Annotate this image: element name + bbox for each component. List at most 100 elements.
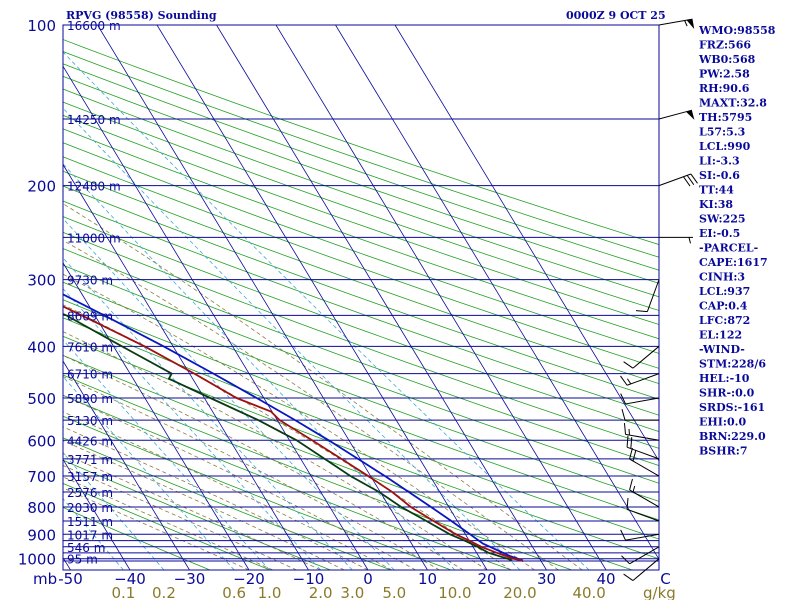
dry-adiabat <box>63 459 331 570</box>
sounding-index: L57:5.3 <box>699 126 745 139</box>
sounding-index: -WIND- <box>699 343 745 356</box>
wind-barb <box>623 558 660 581</box>
pressure-tick-label: 400 <box>27 338 56 356</box>
dry-adiabat <box>63 354 633 570</box>
wind-barb <box>620 373 660 386</box>
mixing-ratio-line <box>63 452 165 570</box>
dry-adiabat <box>63 128 659 340</box>
dry-adiabat <box>63 374 572 570</box>
isotherm <box>216 25 547 570</box>
wind-barb <box>621 546 660 565</box>
dry-adiabat <box>63 437 391 570</box>
wind-barb <box>623 345 660 369</box>
height-label: 9730 m <box>67 274 113 288</box>
dry-adiabat <box>63 231 659 449</box>
sounding-index: MAXT:32.8 <box>699 97 767 110</box>
height-label: 3157 m <box>67 470 113 484</box>
wind-barb <box>620 393 660 405</box>
height-label: 4426 m <box>67 434 113 448</box>
sounding-index: WB0:568 <box>698 53 756 66</box>
height-label: 12480 m <box>67 180 121 194</box>
pressure-tick-label: 500 <box>27 390 56 408</box>
mixing-ratio-line <box>63 218 395 570</box>
height-label: 1017 m <box>67 528 113 542</box>
dry-adiabat <box>63 200 659 416</box>
sounding-index: -PARCEL- <box>699 242 758 255</box>
isotherm <box>63 360 190 570</box>
isotherm <box>63 556 71 570</box>
height-label: 2030 m <box>67 501 113 515</box>
sounding-index: SRDS:-161 <box>699 401 765 414</box>
pressure-tick-label: 1000 <box>18 551 56 569</box>
mixing-ratio-line <box>63 257 353 570</box>
dry-adiabat <box>63 248 659 467</box>
height-label: 11000 m <box>67 231 121 245</box>
height-label: 8609 m <box>67 309 113 323</box>
sounding-index: TH:5795 <box>699 111 752 124</box>
wind-barb <box>635 279 660 313</box>
dry-adiabat <box>63 299 659 521</box>
chart-title: RPVG (98558) Sounding <box>66 9 217 22</box>
grid-layer <box>0 25 659 570</box>
wind-barb <box>626 497 660 522</box>
height-label: 95 m <box>67 553 98 567</box>
isotherm <box>156 25 488 570</box>
dry-adiabat <box>63 156 659 369</box>
pressure-tick-label: 600 <box>27 432 56 450</box>
dry-adiabat <box>63 415 452 570</box>
height-label: 1511 m <box>67 515 113 529</box>
dry-adiabat <box>63 63 659 271</box>
sounding-index: HEL:-10 <box>699 372 750 385</box>
temperature-line <box>63 305 524 562</box>
sounding-index: BRN:229.0 <box>699 430 766 443</box>
height-label: 16600 m <box>67 19 121 33</box>
pressure-tick-label: 200 <box>27 178 56 196</box>
dry-adiabat <box>63 101 659 311</box>
temperature-tick-label: 40 <box>596 570 615 588</box>
height-label: 5130 m <box>67 414 113 428</box>
sounding-index: EI:-0.5 <box>699 227 740 240</box>
wind-barb <box>629 447 660 477</box>
dry-adiabat <box>63 88 659 298</box>
sounding-index: KI:38 <box>699 198 733 211</box>
isotherm <box>0 25 11 570</box>
temperature-tick-label: −20 <box>233 570 265 588</box>
height-label: 5890 m <box>67 392 113 406</box>
sounding-index: LI:-3.3 <box>699 155 740 168</box>
temperature-tick-label: 0 <box>363 570 373 588</box>
dry-adiabat <box>63 170 659 385</box>
dry-adiabat <box>63 185 659 400</box>
dry-adiabat <box>63 216 659 432</box>
sounding-index: EL:122 <box>699 329 742 342</box>
mixing-ratio-line <box>63 107 521 570</box>
moist-adiabat <box>63 273 535 570</box>
dry-adiabat <box>63 507 210 570</box>
profile-layer <box>63 293 524 562</box>
sounding-index: SHR-:0.0 <box>699 387 755 400</box>
sounding-index: LFC:872 <box>699 314 750 327</box>
pressure-tick-label: 900 <box>27 526 56 544</box>
moist-adiabat <box>63 440 345 570</box>
sounding-index: CAP:0.4 <box>699 300 748 313</box>
mixing-ratio-tick-label: 5.0 <box>382 584 406 600</box>
isobar-layer <box>63 24 659 562</box>
mixing-ratio-line <box>63 375 235 570</box>
plot-frame <box>62 24 660 571</box>
temperature-tick-label: 10 <box>418 570 437 588</box>
sounding-index: BSHR:7 <box>699 445 748 458</box>
mixing-ratio-tick-label: 0.1 <box>111 584 135 600</box>
sounding-index: FRZ:566 <box>699 39 751 52</box>
isotherm <box>63 458 131 570</box>
pressure-tick-label: 300 <box>27 272 56 290</box>
height-label: 546 m <box>67 541 105 555</box>
dry-adiabat <box>63 264 659 484</box>
wind-barb <box>620 529 660 541</box>
temperature-tick-label: −40 <box>114 570 146 588</box>
height-label: 3771 m <box>67 453 113 467</box>
dry-adiabat <box>63 317 659 540</box>
moist-adiabat <box>63 203 583 570</box>
sounding-index: SW:225 <box>699 213 746 226</box>
dry-adiabat <box>63 75 659 284</box>
height-label: 7610 m <box>67 340 113 354</box>
